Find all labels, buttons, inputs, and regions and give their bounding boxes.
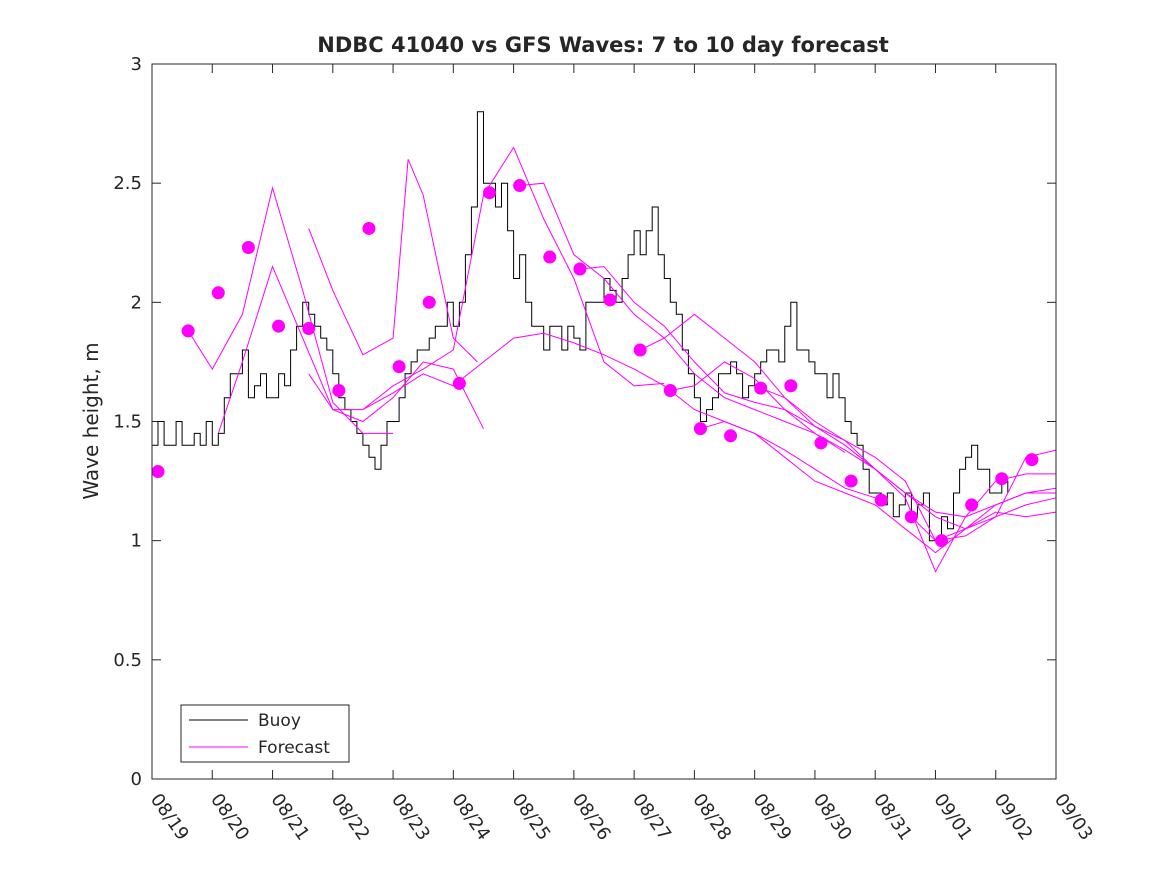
y-tick-label: 2 — [131, 292, 142, 313]
forecast-point — [332, 384, 346, 398]
forecast-point — [633, 343, 647, 357]
forecast-point — [543, 250, 557, 264]
forecast-point — [814, 436, 828, 450]
forecast-run-line — [700, 420, 1057, 554]
plot-area: 00.511.522.53 08/19 08/20 08/21 08/22 08/23 0… — [113, 54, 1097, 844]
legend-forecast-label: Forecast — [258, 738, 330, 758]
forecast-point — [482, 186, 496, 200]
plot-background — [152, 64, 1056, 779]
forecast-run-line — [308, 159, 478, 363]
forecast-point — [844, 474, 858, 488]
y-tick-label: 0.5 — [113, 650, 142, 671]
y-tick-label: 1.5 — [113, 412, 142, 433]
y-tick-label: 3 — [131, 54, 142, 75]
buoy-series-line — [152, 111, 1009, 542]
y-tick-label: 0 — [131, 769, 142, 790]
forecast-run-line — [911, 449, 1057, 542]
y-ticks: 0 0.5 1 1.5 2 2.5 3 — [113, 54, 1056, 790]
forecast-point — [272, 319, 286, 333]
forecast-point — [362, 221, 376, 235]
forecast-point — [452, 376, 466, 390]
legend: Buoy Forecast — [180, 704, 350, 763]
series-layer — [151, 111, 1057, 573]
axes-box — [151, 63, 1057, 780]
forecast-point — [392, 360, 406, 374]
forecast-point — [995, 472, 1009, 486]
legend-box — [180, 704, 350, 763]
y-tick-label: 2.5 — [113, 173, 142, 194]
forecast-point — [151, 465, 165, 479]
chart-title: NDBC 41040 vs GFS Waves: 7 to 10 day for… — [317, 33, 888, 57]
forecast-point — [724, 429, 738, 443]
forecast-point — [965, 498, 979, 512]
y-tick-label: 1 — [131, 531, 142, 552]
forecast-point — [573, 262, 587, 276]
forecast-run-line — [670, 361, 846, 453]
y-axis-label: Wave height, m — [79, 342, 103, 499]
forecast-run-line — [187, 185, 394, 434]
forecast-point — [784, 379, 798, 393]
forecast-point — [422, 295, 436, 309]
legend-buoy-label: Buoy — [258, 711, 301, 731]
forecast-point — [241, 241, 255, 255]
forecast-run-line — [217, 265, 484, 434]
forecast-run-line — [362, 332, 876, 499]
forecast-run-line — [760, 387, 1056, 573]
forecast-point — [603, 293, 617, 307]
forecast-point — [874, 493, 888, 507]
forecast-point — [211, 286, 225, 300]
